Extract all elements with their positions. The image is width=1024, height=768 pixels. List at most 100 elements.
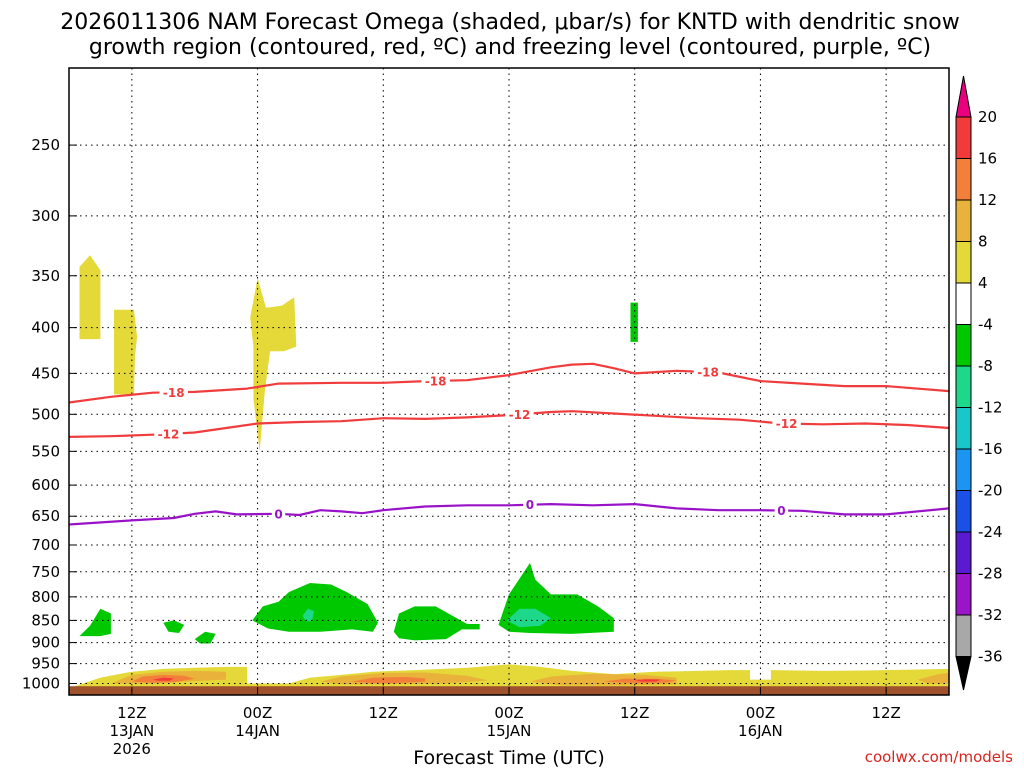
colorbar-label-4: 4 <box>978 274 988 292</box>
colorbar-swatch-1 <box>955 116 972 159</box>
upward-motion-patch-2 <box>114 309 138 395</box>
x-tick-label-42-0: 00Z <box>494 704 523 722</box>
colorbar-label-7: -12 <box>978 399 1003 417</box>
sinking-motion-patch-6 <box>393 606 480 641</box>
x-tick-label-54-0: 12Z <box>620 704 649 722</box>
y-tick-label-600: 600 <box>31 476 60 494</box>
dgz-minus-18-label-bg-0 <box>159 385 189 400</box>
chart-title-line-1: 2026011306 NAM Forecast Omega (shaded, μ… <box>60 10 960 35</box>
x-tick-label-18-1: 14JAN <box>235 722 280 740</box>
colorbar-label-9: -20 <box>978 482 1003 500</box>
x-axis-label: Forecast Time (UTC) <box>413 747 604 768</box>
colorbar-swatch-4 <box>955 241 972 284</box>
y-tick-label-500: 500 <box>31 405 60 423</box>
colorbar-swatch-8 <box>955 407 972 450</box>
colorbar-swatch-12 <box>955 573 972 616</box>
colorbar-swatch-5 <box>955 282 972 325</box>
colorbar-label-5: -4 <box>978 316 993 334</box>
dgz-minus-18-line <box>68 362 950 404</box>
colorbar-label-12: -32 <box>978 606 1003 624</box>
low-level-strong-mid <box>351 676 426 684</box>
omega-shading-layer <box>69 255 949 689</box>
y-tick-label-400: 400 <box>31 319 60 337</box>
y-tick-label-800: 800 <box>31 588 60 606</box>
dgz-minus-18-label-bg-1 <box>421 373 450 388</box>
colorbar-swatch-10 <box>955 490 972 533</box>
x-tick-label-6-0: 12Z <box>117 704 146 722</box>
low-level-upward-band <box>69 664 949 689</box>
dgz-minus-12-label-0: -12 <box>158 427 180 441</box>
colorbar-label-3: 8 <box>978 233 988 251</box>
colorbar-label-10: -24 <box>978 523 1003 541</box>
y-tick-label-750: 750 <box>31 563 60 581</box>
x-tick-label-66-0: 00Z <box>746 704 775 722</box>
watermark-text: coolwx.com/models <box>865 748 1013 766</box>
contour-layer: -18 -18 -18 -12 -12 -12 0 0 0 <box>68 362 950 526</box>
x-tick-label-6-1: 13JAN <box>109 722 154 740</box>
dgz-minus-18-label-2: -18 <box>697 366 719 380</box>
colorbar-label-6: -8 <box>978 357 993 375</box>
dgz-minus-12-label-bg-0 <box>154 426 183 441</box>
dgz-minus-18-label-0: -18 <box>163 386 185 400</box>
sinking-motion-core-1 <box>302 608 315 622</box>
plot-area: -18 -18 -18 -12 -12 -12 0 0 0 <box>68 67 950 696</box>
colorbar-swatch-7 <box>955 365 972 408</box>
colorbar-label-0: 20 <box>978 108 997 126</box>
y-tick-label-900: 900 <box>31 634 60 652</box>
y-tick-label-950: 950 <box>31 655 60 673</box>
dgz-minus-18-label-1: -18 <box>425 374 447 388</box>
colorbar-label-1: 16 <box>978 150 997 168</box>
sinking-motion-patch-1 <box>630 302 638 342</box>
low-level-max-east <box>634 679 661 682</box>
colorbar-label-8: -16 <box>978 440 1003 458</box>
sinking-motion-core-2 <box>506 608 551 628</box>
sinking-motion-patch-5 <box>252 583 378 632</box>
freezing-level-label-2: 0 <box>777 504 785 518</box>
colorbar-top-arrow <box>955 75 972 118</box>
chart-title-line-2: growth region (contoured, red, ºC) and f… <box>89 35 931 60</box>
colorbar-swatch-2 <box>955 158 972 201</box>
low-level-max-west <box>152 677 174 681</box>
dgz-minus-12-label-bg-2 <box>772 416 801 431</box>
upward-motion-patch-3 <box>250 278 297 452</box>
colorbar-label-2: 12 <box>978 191 997 209</box>
x-tick-label-18-0: 00Z <box>243 704 272 722</box>
y-axis: 250 300 350 400 450 500 550 600 650 700 750 800 850 9… <box>22 136 77 693</box>
freezing-level-label-0: 0 <box>274 507 282 521</box>
y-tick-label-1000: 1000 <box>22 675 60 693</box>
low-level-upward-core-far-east <box>917 672 949 684</box>
sinking-motion-patch-4 <box>194 631 216 644</box>
freezing-level-label-bg-2 <box>774 503 789 518</box>
y-tick-label-700: 700 <box>31 536 60 554</box>
colorbar-label-11: -28 <box>978 565 1003 583</box>
colorbar: 20 16 12 8 4 -4 -8 -12 -16 -20 -24 -28 -32 -36 <box>955 75 1003 691</box>
sinking-motion-patch-3 <box>163 620 185 633</box>
x-tick-label-66-1: 16JAN <box>738 722 783 740</box>
y-tick-label-650: 650 <box>31 507 60 525</box>
y-tick-label-300: 300 <box>31 207 60 225</box>
dgz-minus-18-label-bg-2 <box>693 365 723 380</box>
colorbar-swatch-6 <box>955 324 972 367</box>
dgz-minus-12-label-bg-1 <box>505 407 534 422</box>
colorbar-swatch-11 <box>955 531 972 574</box>
y-tick-label-350: 350 <box>31 267 60 285</box>
freezing-level-label-bg-0 <box>271 506 286 521</box>
x-tick-label-6-2: 2026 <box>113 740 151 758</box>
colorbar-swatch-9 <box>955 448 972 491</box>
y-tick-label-250: 250 <box>31 136 60 154</box>
y-tick-label-850: 850 <box>31 611 60 629</box>
x-tick-label-42-1: 15JAN <box>487 722 532 740</box>
y-tick-label-450: 450 <box>31 364 60 382</box>
freezing-level-label-1: 0 <box>526 498 534 512</box>
upward-motion-patch-1 <box>79 255 101 340</box>
x-tick-label-30-0: 12Z <box>369 704 398 722</box>
sinking-motion-patch-2 <box>79 608 111 637</box>
freezing-level-line <box>68 503 950 526</box>
colorbar-bottom-arrow <box>955 656 972 691</box>
freezing-level-label-bg-1 <box>523 497 537 512</box>
y-tick-label-550: 550 <box>31 442 60 460</box>
x-tick-label-78-0: 12Z <box>871 704 900 722</box>
colorbar-label-13: -36 <box>978 648 1003 666</box>
